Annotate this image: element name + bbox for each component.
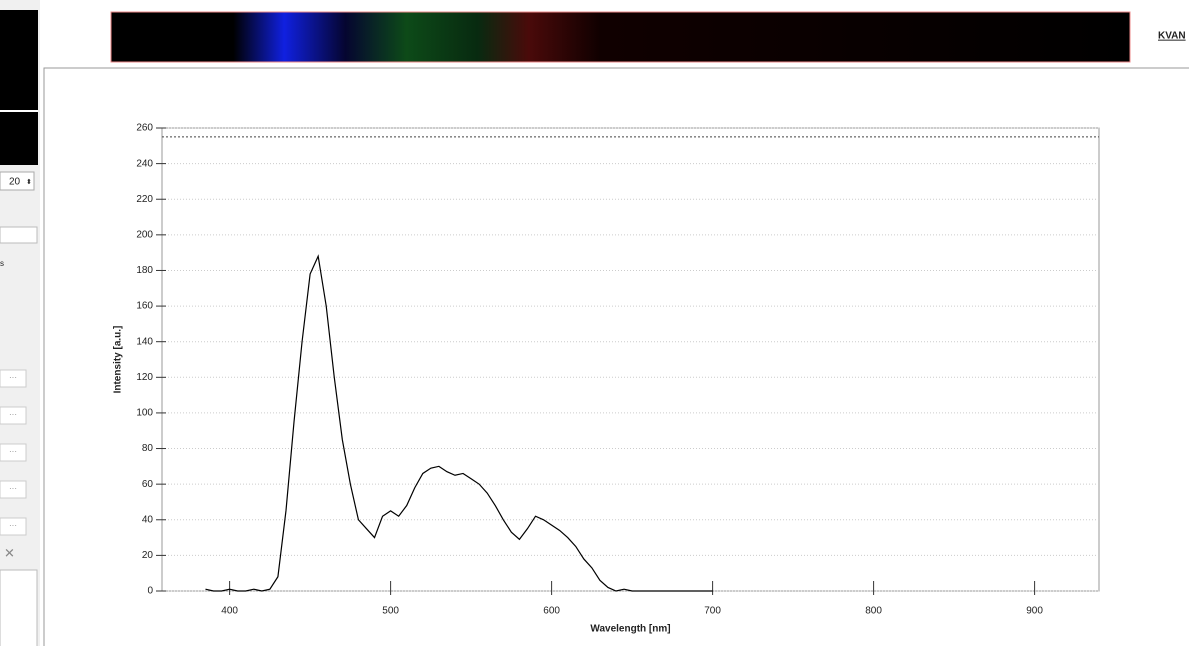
spectrum-strip: [111, 12, 1130, 62]
preview: [0, 10, 38, 165]
y-tick-label: 260: [136, 123, 153, 134]
x-tick-label: 700: [704, 606, 721, 617]
x-tick-label: 400: [221, 606, 238, 617]
y-tick-label: 200: [136, 229, 153, 240]
y-tick-label: 100: [136, 408, 153, 419]
brand: KVAN: [1158, 31, 1186, 42]
x-tick-label: 500: [382, 606, 399, 617]
y-tick-label: 120: [136, 372, 153, 383]
spinner-value: 20: [9, 177, 21, 188]
button-label: ···: [9, 484, 17, 493]
text-field[interactable]: [0, 227, 37, 243]
spinner-arrows[interactable]: ⬍: [26, 178, 32, 186]
page: {"ui": {"spinner_value": "20", "side_lab…: [0, 0, 1189, 646]
list-box: [0, 570, 37, 646]
y-tick-label: 220: [136, 194, 153, 205]
y-tick-label: 140: [136, 336, 153, 347]
button-label: ···: [9, 447, 17, 456]
button-label: ···: [9, 521, 17, 530]
button-label: ···: [9, 373, 17, 382]
y-tick-label: 40: [142, 514, 154, 525]
y-tick-label: 60: [142, 479, 154, 490]
y-axis-label: Intensity [a.u.]: [113, 326, 124, 394]
screen: 20 ⬍ s ··· ··· ··· ··· ··· ✕ KVAN 0 20 40 60 80 1…: [0, 0, 1189, 646]
plot-area: [162, 128, 1099, 591]
chart: 0 20 40 60 80 100 120 140 160 180 200 220 240 260 400 5…: [113, 123, 1099, 635]
x-tick-label: 600: [543, 606, 560, 617]
side-label: s: [0, 259, 4, 268]
x-axis-label: Wavelength [nm]: [590, 624, 670, 635]
x-tick-label: 900: [1026, 606, 1043, 617]
y-tick-label: 0: [147, 586, 153, 597]
y-tick-label: 80: [142, 443, 154, 454]
x-tick-label: 800: [865, 606, 882, 617]
y-tick-label: 160: [136, 301, 153, 312]
button-label: ···: [9, 410, 17, 419]
close-icon[interactable]: ✕: [4, 545, 15, 560]
y-tick-label: 180: [136, 265, 153, 276]
y-tick-label: 240: [136, 158, 153, 169]
y-tick-label: 20: [142, 550, 154, 561]
